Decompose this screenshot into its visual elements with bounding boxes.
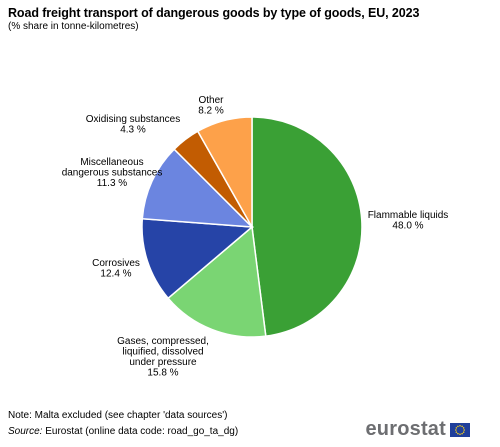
eurostat-logo-text: eurostat — [365, 418, 446, 440]
pie-slice[interactable] — [251, 116, 363, 337]
slice-label: Miscellaneous dangerous substances 11.3 % — [62, 157, 163, 189]
chart-subtitle: (% share in tonne-kilometres) — [8, 21, 139, 32]
pie-chart: Flammable liquids 48.0 % Gases, compressed… — [62, 95, 449, 379]
source-prefix: Source: — [8, 426, 43, 437]
pie-slice[interactable] — [141, 148, 254, 228]
eurostat-logo[interactable]: eurostat — [365, 418, 470, 441]
chart-title: Road freight transport of dangerous good… — [8, 6, 420, 20]
slice-label: Gases, compressed, liquified, dissolved un… — [117, 336, 209, 379]
pie-slice[interactable] — [141, 217, 254, 300]
source-line: Source: Eurostat (online data code: road… — [8, 426, 238, 437]
slice-label: Corrosives 12.4 % — [92, 258, 140, 280]
slice-label: Oxidising substances 4.3 % — [86, 114, 181, 136]
pie-slice[interactable] — [167, 225, 267, 338]
slice-label: Flammable liquids 48.0 % — [368, 210, 449, 232]
eu-flag-icon — [450, 422, 470, 437]
pie-slice[interactable] — [196, 116, 253, 230]
footnote: Note: Malta excluded (see chapter 'data … — [8, 410, 228, 421]
source-text: Eurostat (online data code: road_go_ta_d… — [45, 426, 239, 437]
slice-label: Other 8.2 % — [198, 95, 224, 117]
